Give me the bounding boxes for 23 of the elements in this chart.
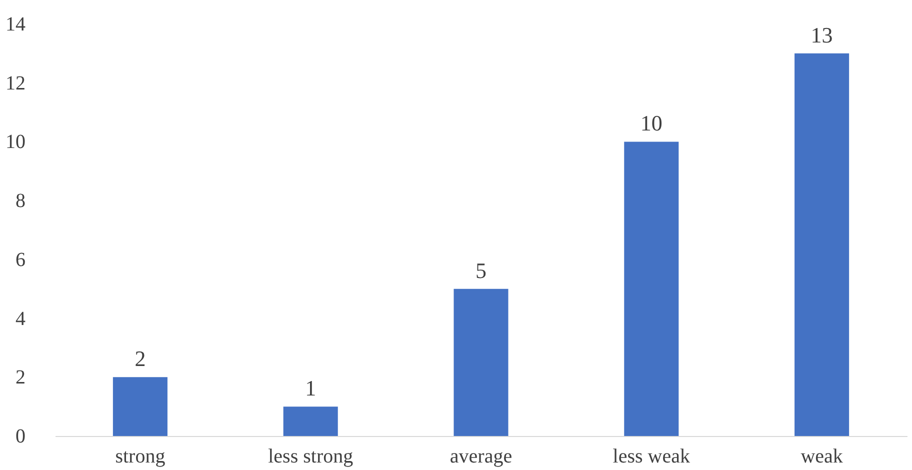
y-tick-label: 10	[6, 131, 26, 154]
data-label: 13	[810, 22, 833, 48]
bar	[283, 406, 338, 436]
y-tick-label: 12	[6, 72, 26, 94]
data-label: 2	[134, 346, 146, 372]
bar	[112, 377, 168, 436]
x-tick-label: less strong	[268, 446, 354, 468]
x-tick-label: average	[450, 446, 512, 468]
x-tick-label: weak	[800, 446, 843, 468]
y-tick-label: 14	[6, 14, 26, 36]
bar	[454, 288, 508, 436]
x-tick-label: strong	[115, 446, 166, 468]
data-label: 5	[476, 258, 486, 283]
data-label: 10	[640, 110, 662, 136]
bar	[794, 53, 850, 436]
y-tick-label: 8	[16, 190, 26, 212]
y-tick-label: 0	[16, 426, 26, 448]
bar	[624, 142, 679, 436]
y-tick-label: 4	[16, 308, 26, 330]
data-label: 1	[305, 376, 316, 401]
y-tick-label: 2	[16, 366, 26, 389]
y-tick-label: 6	[16, 248, 26, 271]
x-tick-label: less weak	[612, 446, 690, 468]
